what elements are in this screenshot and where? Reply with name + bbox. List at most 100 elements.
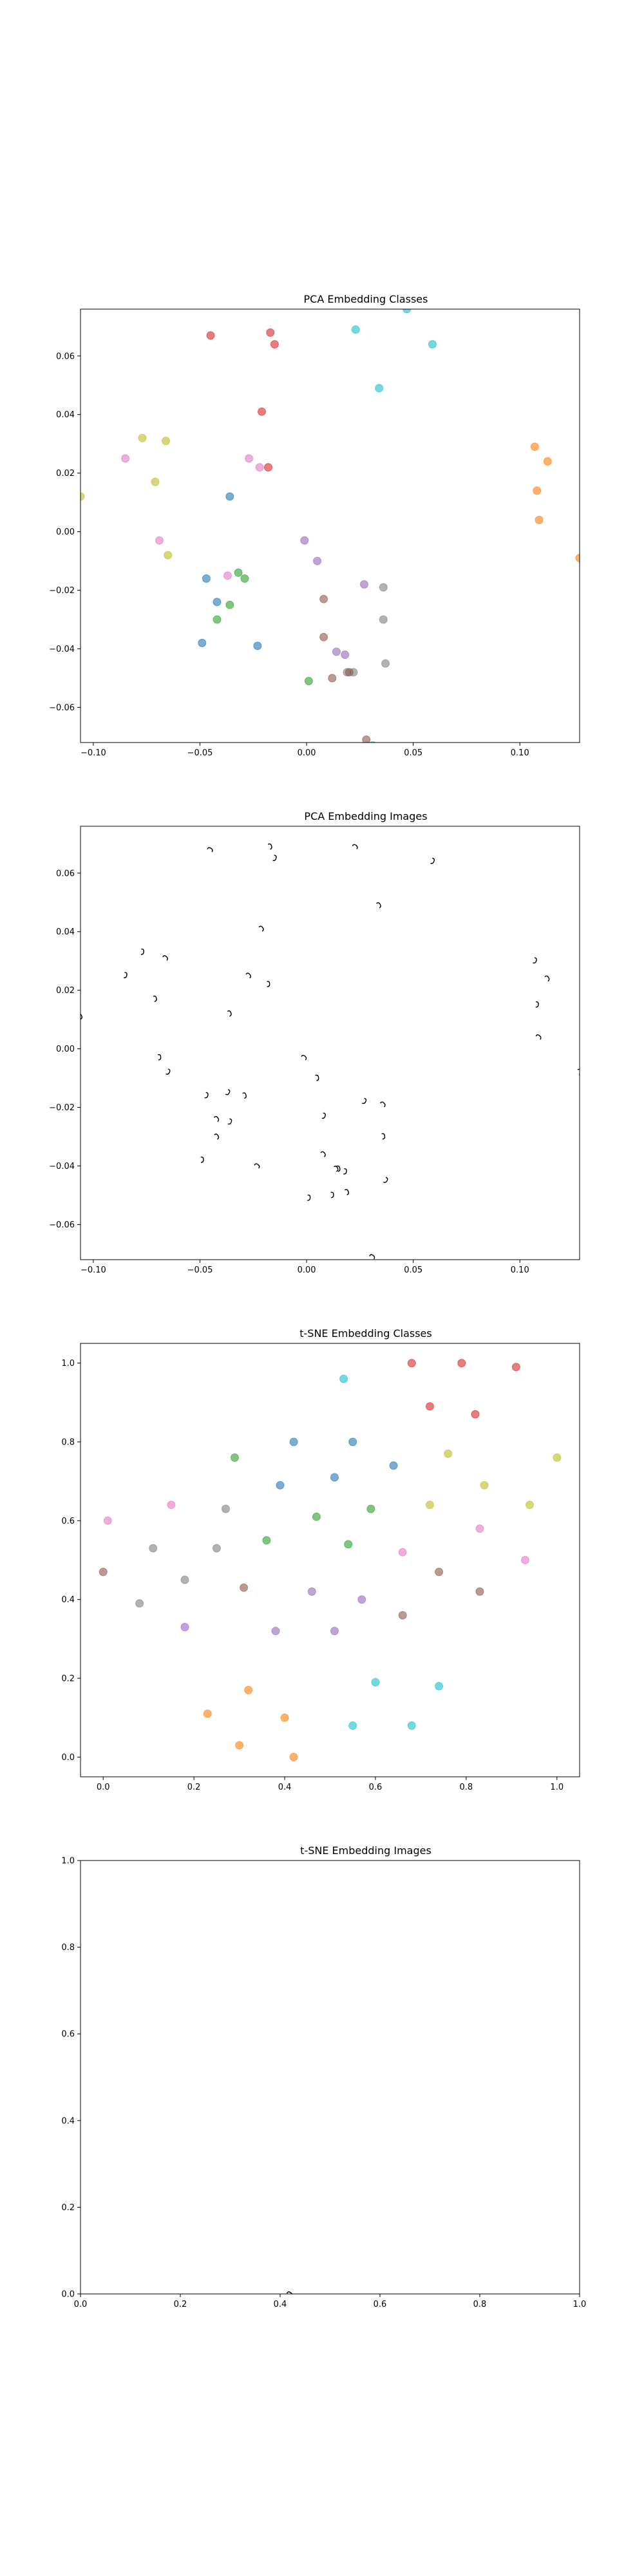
- glyph-stroke: [267, 981, 270, 987]
- plot-area: 0.0 0.2 0.4 0.6 0.8 1.0 0.0 0.2 0.4 0.6 0.8 1.0: [61, 1343, 580, 1792]
- chart-title: PCA Embedding Classes: [304, 293, 428, 305]
- data-point-glyph: [162, 955, 168, 961]
- data-point: [289, 1437, 298, 1446]
- data-point: [213, 615, 222, 624]
- glyph-stroke: [286, 2291, 293, 2294]
- y-tick-label: −0.06: [49, 703, 75, 713]
- data-point: [407, 1721, 416, 1730]
- data-point-glyph: [380, 1101, 386, 1108]
- y-tick-label: 0.0: [61, 2290, 75, 2300]
- y-tick-label: 0.06: [56, 869, 75, 878]
- axes-frame: [80, 826, 580, 1260]
- data-point-glyph: [352, 844, 358, 849]
- data-point: [371, 1678, 380, 1687]
- glyph-stroke: [301, 1054, 307, 1061]
- x-tick-label: 0.2: [187, 1783, 201, 1792]
- x-tick-label: 0.0: [97, 1783, 110, 1792]
- data-point: [379, 583, 388, 592]
- glyph-stroke: [254, 1163, 260, 1169]
- data-point-glyph: [315, 1074, 319, 1081]
- data-point: [348, 1721, 357, 1730]
- glyph-stroke: [535, 1034, 542, 1040]
- pca-classes-panel: PCA Embedding Classes −0.10 −0.05 0.00 0.05…: [49, 293, 580, 758]
- data-point-glyph: [157, 1054, 162, 1061]
- x-tick-label: 0.4: [274, 2300, 287, 2309]
- data-point: [162, 437, 170, 446]
- y-tick-label: 0.8: [61, 1943, 75, 1953]
- glyph-stroke: [544, 975, 550, 982]
- data-point-glyph: [80, 1013, 83, 1020]
- glyph-stroke: [381, 1133, 386, 1140]
- data-point: [225, 492, 234, 501]
- x-tick-label: 0.6: [369, 1783, 383, 1792]
- data-point-glyph: [207, 847, 213, 853]
- data-point-glyph: [245, 972, 251, 979]
- glyph-stroke: [207, 847, 213, 853]
- glyph-stroke: [200, 1156, 204, 1163]
- y-tick-label: −0.02: [49, 1103, 75, 1113]
- data-point: [264, 463, 272, 472]
- data-point: [381, 659, 390, 668]
- data-point-glyph: [286, 2291, 293, 2294]
- data-point: [244, 1685, 253, 1694]
- axes-frame: [80, 1343, 580, 1777]
- data-point: [407, 1359, 416, 1368]
- glyph-stroke: [227, 1010, 232, 1017]
- data-point-glyph: [336, 1165, 341, 1172]
- data-point-glyph: [227, 1010, 232, 1017]
- y-tick-label: 0.02: [56, 469, 75, 478]
- glyph-stroke: [162, 955, 168, 961]
- data-point: [319, 594, 328, 603]
- data-point: [344, 1540, 353, 1549]
- data-marks: [80, 826, 580, 1260]
- x-tick-label: 0.00: [298, 1265, 316, 1275]
- x-tick-label: 0.00: [298, 748, 316, 758]
- glyph-stroke: [307, 1195, 311, 1201]
- glyph-stroke: [369, 1254, 375, 1260]
- y-tick-label: 0.6: [61, 1517, 75, 1526]
- glyph-stroke: [258, 925, 264, 932]
- y-tick-label: 0.00: [56, 527, 75, 537]
- glyph-stroke: [383, 1177, 388, 1183]
- glyph-stroke: [267, 843, 272, 850]
- data-point: [402, 309, 412, 314]
- data-point-glyph: [334, 1166, 339, 1172]
- data-point: [426, 1402, 434, 1411]
- data-point-glyph: [272, 855, 277, 861]
- glyph-stroke: [245, 972, 251, 979]
- pca-images-panel: PCA Embedding Images −0.10 −0.05 0.00 0.05 0…: [49, 810, 580, 1275]
- chart-title: t-SNE Embedding Images: [300, 1844, 431, 1857]
- data-point: [234, 568, 243, 577]
- y-tick-label: 0.04: [56, 927, 75, 937]
- data-point: [202, 574, 211, 583]
- data-point: [245, 454, 254, 463]
- glyph-stroke: [157, 1054, 162, 1061]
- y-tick-label: −0.04: [49, 1162, 75, 1171]
- data-point: [521, 1556, 529, 1564]
- data-point: [398, 1611, 407, 1620]
- data-point: [428, 340, 437, 349]
- x-tick-label: −0.05: [187, 748, 213, 758]
- data-point-glyph: [320, 1151, 326, 1157]
- data-point: [270, 340, 279, 349]
- y-tick-label: −0.02: [49, 586, 75, 596]
- data-point-glyph: [383, 1177, 388, 1183]
- x-tick-label: −0.05: [187, 1265, 213, 1275]
- data-point: [164, 551, 173, 560]
- data-point: [319, 632, 328, 641]
- data-point: [253, 641, 262, 650]
- glyph-stroke: [376, 902, 381, 909]
- data-point: [235, 1741, 244, 1750]
- glyph-stroke: [315, 1074, 319, 1081]
- data-point: [530, 442, 539, 451]
- data-point-glyph: [214, 1133, 220, 1140]
- data-point: [360, 580, 368, 589]
- y-tick-label: 0.8: [61, 1437, 75, 1447]
- data-point-glyph: [267, 981, 270, 987]
- data-point: [213, 598, 222, 607]
- y-tick-label: 0.6: [61, 2030, 75, 2040]
- data-point: [389, 1461, 398, 1470]
- x-tick-label: 0.8: [460, 1783, 473, 1792]
- glyph-stroke: [204, 1092, 209, 1099]
- data-point: [276, 1481, 285, 1490]
